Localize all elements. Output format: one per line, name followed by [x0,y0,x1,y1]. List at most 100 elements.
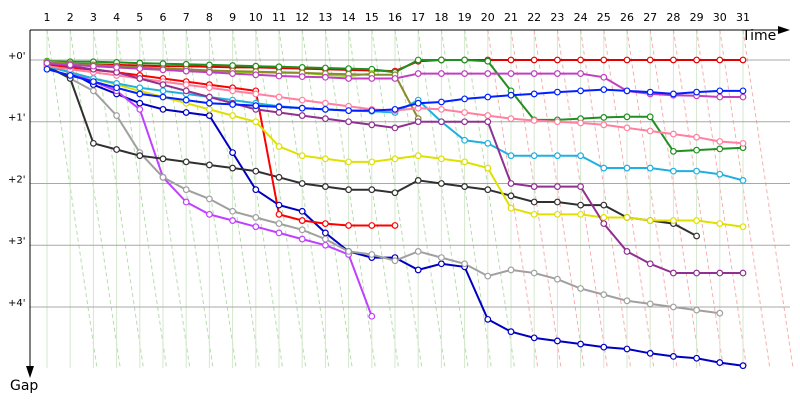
data-point [298,112,306,119]
data-point [229,112,237,119]
data-point [484,272,492,280]
data-point [623,87,631,95]
data-point [89,139,97,147]
data-point [438,98,445,106]
data-point [229,217,237,224]
data-point [275,93,283,101]
data-point [600,56,608,64]
data-point [507,152,515,160]
data-point [136,99,144,107]
data-point [554,183,561,190]
data-point [600,114,608,121]
data-point [670,90,677,98]
data-point [693,167,700,175]
x-tick-label: 25 [597,11,611,24]
data-point [646,349,654,357]
data-point [461,136,469,144]
data-point [205,68,213,76]
data-point [113,112,120,119]
data-point [182,67,190,75]
x-tick-label: 15 [365,11,379,24]
data-point [670,352,677,360]
y-tick-label: +0' [8,51,26,62]
data-point [159,173,167,181]
data-point [693,232,700,240]
x-tick-label: 19 [458,11,472,24]
data-point [554,152,561,160]
data-point [646,127,654,135]
data-point [159,66,167,74]
data-point [368,158,376,166]
data-point [229,101,237,108]
data-point [368,107,376,115]
data-point [159,105,167,113]
data-point [716,87,724,95]
data-point [182,96,190,104]
data-point [275,103,283,111]
data-point [530,269,538,277]
data-point [554,56,561,64]
data-point [229,149,237,157]
data-point [739,223,747,231]
data-point [716,93,724,101]
y-tick-label: +4' [8,298,26,309]
data-point [252,62,260,70]
data-point [391,75,399,82]
x-tick-label: 31 [736,11,750,24]
lap-line [208,29,260,369]
data-point [275,143,283,150]
data-point [670,167,677,175]
data-point [507,115,515,123]
data-point [391,105,399,113]
data-point [438,254,445,261]
data-point [368,121,376,129]
x-tick-label: 14 [342,11,356,24]
data-point [507,91,515,99]
x-tick-label: 7 [183,11,190,24]
lap-line [464,29,516,369]
data-point [600,73,608,81]
lap-line [696,29,748,369]
data-point [345,158,353,166]
x-tick-label: 10 [249,11,263,24]
data-point [414,99,422,107]
data-point [623,124,631,132]
data-point [298,63,306,71]
data-point [345,75,353,82]
data-point [391,189,399,197]
data-point [113,146,120,153]
x-tick-label: 26 [620,11,634,24]
data-point [461,109,469,116]
data-point [322,99,329,107]
data-point [438,118,445,126]
data-point [554,337,561,345]
data-point [414,248,422,255]
data-point [670,147,677,155]
data-point [484,57,492,65]
data-point [600,343,608,351]
data-point [298,180,306,187]
data-point [368,312,376,320]
x-tick-label: 28 [666,11,680,24]
data-point [693,133,700,141]
data-point [716,359,724,366]
lap-line [580,29,632,369]
series-line [46,65,720,315]
data-point [577,56,584,64]
data-point [577,210,584,218]
data-point [461,56,469,64]
data-point [530,198,538,206]
data-point [345,107,353,115]
data-point [530,117,538,124]
data-point [739,87,747,95]
data-point [322,235,329,243]
data-point [113,63,120,71]
data-point [484,118,492,126]
data-point [136,65,144,73]
data-point [670,56,677,64]
data-point [322,220,329,228]
lap-line [232,29,284,369]
data-point [716,170,724,178]
data-point [205,195,213,203]
data-point [322,241,329,249]
